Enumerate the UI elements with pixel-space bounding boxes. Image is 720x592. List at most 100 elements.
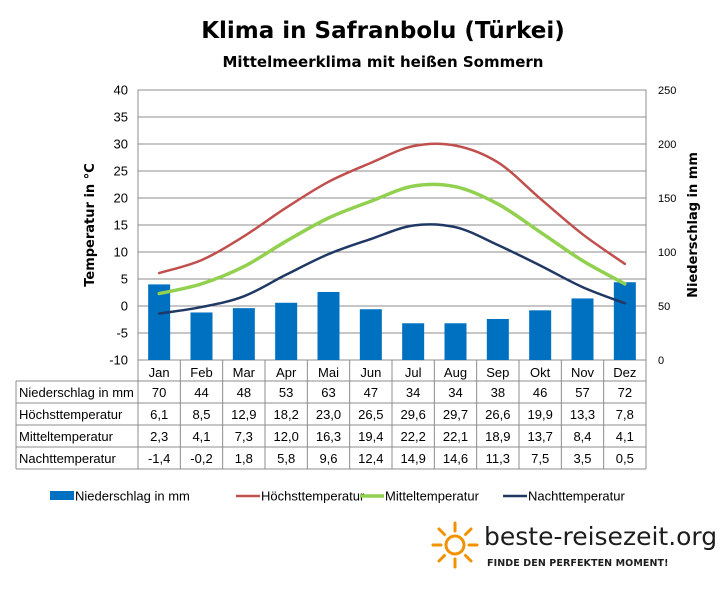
axes: -10 -5 0 5 10 15 20 25 30 35 40 0 50 100 150 200 250 Temp… xyxy=(83,83,701,381)
table-row-precipitation-header: Niederschlag in mm xyxy=(19,385,134,400)
table-cell: 19,4 xyxy=(358,429,383,444)
y-left-tick-label: 0 xyxy=(121,299,128,314)
chart-title: Klima in Safranbolu (Türkei) xyxy=(201,18,565,44)
precipitation-bar xyxy=(444,323,467,360)
y-left-tick-label: 25 xyxy=(114,164,128,179)
table-cell: 4,1 xyxy=(616,429,634,444)
x-tick-label: Apr xyxy=(276,365,297,380)
y-left-tick-label: -5 xyxy=(116,326,128,341)
table-cell: 53 xyxy=(279,385,293,400)
x-tick-label: Dez xyxy=(613,365,636,380)
y-left-tick-label: 20 xyxy=(114,191,128,206)
x-tick-label: Jul xyxy=(405,365,422,380)
table-cell: -1,4 xyxy=(148,451,170,466)
x-tick-label: Sep xyxy=(486,365,509,380)
table-cell: 11,3 xyxy=(486,451,510,466)
max-temperature-line xyxy=(157,142,627,275)
x-tick-label: Nov xyxy=(571,365,595,380)
table-cell: 1,8 xyxy=(235,451,253,466)
table-cell: 29,7 xyxy=(443,407,468,422)
table-cell: 63 xyxy=(321,385,335,400)
precipitation-bar xyxy=(190,312,213,360)
table-cell: 19,9 xyxy=(528,407,553,422)
precipitation-bar xyxy=(275,302,298,360)
y-right-tick-label: 50 xyxy=(658,301,670,313)
table-cell: 7,5 xyxy=(531,451,549,466)
table-cell: 8,4 xyxy=(573,429,591,444)
table-cell: 70 xyxy=(152,385,166,400)
table-row-mean-header: Mitteltemperatur xyxy=(19,429,114,444)
table-cell: 46 xyxy=(533,385,547,400)
table-cell: 18,9 xyxy=(485,429,510,444)
precipitation-bar xyxy=(529,310,552,360)
precipitation-bars xyxy=(148,282,636,360)
legend-max-temperature-label: Höchsttemperatur xyxy=(261,489,365,504)
table-cell: 5,8 xyxy=(277,451,295,466)
y-left-tick-label: 40 xyxy=(114,83,128,98)
table-cell: 72 xyxy=(618,385,632,400)
precipitation-bar xyxy=(359,309,382,360)
table-cell: 48 xyxy=(237,385,251,400)
table-cell: 29,6 xyxy=(401,407,426,422)
night-temperature-line xyxy=(157,223,627,315)
table-cell: 47 xyxy=(364,385,378,400)
y-left-tick-label: 35 xyxy=(114,110,128,125)
table-cell: 18,2 xyxy=(274,407,299,422)
precipitation-bar xyxy=(232,308,255,360)
table-cell: 38 xyxy=(491,385,505,400)
precipitation-bar xyxy=(317,291,340,360)
y-left-tick-label: 5 xyxy=(121,272,128,287)
x-tick-label: Okt xyxy=(530,365,551,380)
table-cell: 23,0 xyxy=(316,407,341,422)
table-cell: 44 xyxy=(194,385,208,400)
legend: Niederschlag in mm Höchsttemperatur Mittel… xyxy=(50,489,625,504)
brand-name[interactable]: beste-reisezeit.org xyxy=(484,522,718,551)
y-left-tick-label: -10 xyxy=(109,353,128,368)
table-row-max-header: Höchsttemperatur xyxy=(19,407,123,422)
x-tick-label: Mar xyxy=(233,365,256,380)
table-cell: 26,5 xyxy=(358,407,383,422)
y-right-tick-label: 100 xyxy=(658,247,676,259)
y-right-tick-label: 200 xyxy=(658,139,676,151)
table-cell: 13,3 xyxy=(570,407,595,422)
table-cell: 22,1 xyxy=(443,429,468,444)
table-cell: 14,9 xyxy=(401,451,426,466)
table-cell: 26,6 xyxy=(485,407,510,422)
x-tick-label: Mai xyxy=(318,365,339,380)
table-cell: 14,6 xyxy=(443,451,468,466)
data-table: Niederschlag in mm 70 44 48 53 63 47 34 34 38 46 57… xyxy=(15,360,647,470)
legend-mean-temperature-label: Mitteltemperatur xyxy=(385,489,480,504)
table-cell: 2,3 xyxy=(150,429,168,444)
table-cell: 7,3 xyxy=(235,429,253,444)
table-cell: 6,1 xyxy=(150,407,168,422)
table-cell: 0,5 xyxy=(616,451,634,466)
y-left-tick-label: 10 xyxy=(114,245,128,260)
table-cell: 13,7 xyxy=(528,429,553,444)
table-cell: 9,6 xyxy=(319,451,337,466)
table-cell: 57 xyxy=(575,385,589,400)
table-cell: 4,1 xyxy=(192,429,210,444)
y-right-axis-title: Niederschlag in mm xyxy=(686,152,701,298)
precipitation-bar xyxy=(486,318,509,360)
table-cell: 3,5 xyxy=(573,451,591,466)
x-tick-label: Jun xyxy=(360,365,381,380)
x-tick-label: Jan xyxy=(149,365,170,380)
y-right-tick-label: 0 xyxy=(658,355,664,367)
y-left-tick-label: 15 xyxy=(114,218,128,233)
chart-subtitle: Mittelmeerklima mit heißen Sommern xyxy=(222,53,544,71)
y-right-tick-label: 250 xyxy=(658,85,676,97)
x-tick-label: Feb xyxy=(190,365,212,380)
precipitation-bar xyxy=(613,282,636,360)
table-cell: 12,4 xyxy=(358,451,383,466)
table-cell: 34 xyxy=(406,385,420,400)
precipitation-bar xyxy=(148,284,171,360)
precipitation-bar xyxy=(571,298,594,360)
table-cell: 16,3 xyxy=(316,429,341,444)
legend-night-temperature-label: Nachttemperatur xyxy=(528,489,625,504)
mean-temperature-line xyxy=(157,182,627,296)
x-tick-label: Aug xyxy=(444,365,467,380)
table-cell: -0,2 xyxy=(190,451,212,466)
table-cell: 12,0 xyxy=(274,429,299,444)
y-left-axis-title: Temperatur in °C xyxy=(83,163,98,287)
